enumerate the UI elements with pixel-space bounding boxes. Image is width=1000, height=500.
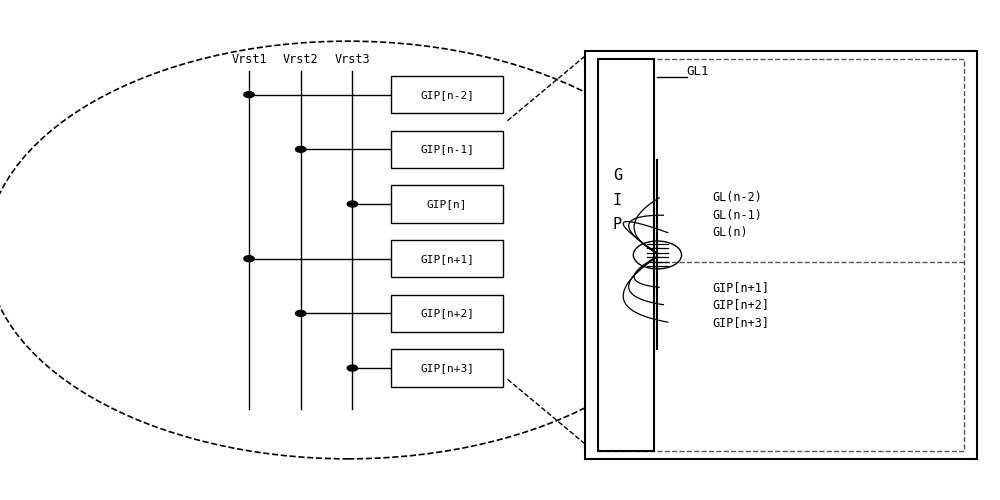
Circle shape	[347, 365, 358, 371]
Bar	[391, 240, 503, 278]
Circle shape	[296, 310, 306, 316]
Text: GL1: GL1	[687, 66, 709, 78]
Text: GIP[n]: GIP[n]	[427, 199, 467, 209]
Bar	[391, 294, 503, 332]
Bar	[391, 76, 503, 114]
Text: GIP[n+2]: GIP[n+2]	[713, 298, 770, 311]
Text: Vrst3: Vrst3	[335, 53, 370, 66]
Text: GIP[n-1]: GIP[n-1]	[420, 144, 474, 154]
Text: GIP[n+2]: GIP[n+2]	[420, 308, 474, 318]
Circle shape	[296, 146, 306, 152]
Text: GIP[n+1]: GIP[n+1]	[420, 254, 474, 264]
Bar	[585, 51, 977, 459]
Circle shape	[244, 256, 254, 262]
Text: GIP[n-2]: GIP[n-2]	[420, 90, 474, 100]
Text: GL(n-1): GL(n-1)	[713, 208, 762, 222]
Circle shape	[347, 201, 358, 207]
Circle shape	[244, 92, 254, 98]
Bar	[391, 350, 503, 387]
Bar	[598, 58, 654, 452]
Bar	[391, 130, 503, 168]
Text: Vrst1: Vrst1	[231, 53, 267, 66]
Bar	[598, 58, 964, 452]
Bar	[391, 186, 503, 222]
Text: GIP[n+3]: GIP[n+3]	[420, 363, 474, 373]
Text: GIP[n+3]: GIP[n+3]	[713, 316, 770, 328]
Text: GL(n-2): GL(n-2)	[713, 192, 762, 204]
Text: Vrst2: Vrst2	[283, 53, 319, 66]
Text: G
I
P: G I P	[613, 168, 622, 232]
Text: GIP[n+1]: GIP[n+1]	[713, 281, 770, 294]
Text: GL(n): GL(n)	[713, 226, 748, 239]
